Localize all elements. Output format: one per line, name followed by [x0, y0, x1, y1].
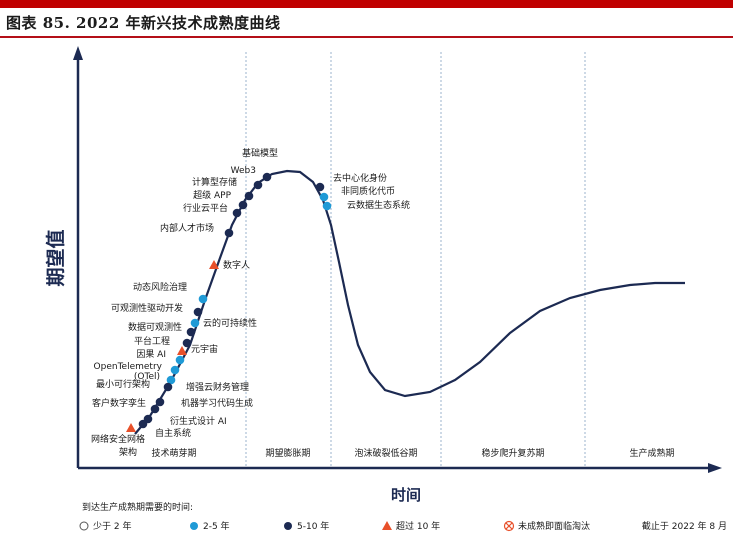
- title-rule: [0, 36, 733, 38]
- tech-label-mesh-line1: 网络安全网格: [91, 433, 145, 445]
- tech-label-computational-storage: 计算型存储: [192, 176, 237, 188]
- tech-marker-23: [319, 192, 329, 202]
- tech-marker-15: [166, 375, 176, 385]
- tech-label-metaverse: 元宇宙: [191, 343, 218, 355]
- tech-label-cloud-sustainability: 云的可持续性: [203, 317, 257, 329]
- phase-label-trigger: 技术萌芽期: [151, 447, 196, 459]
- tech-marker-8: [193, 307, 203, 317]
- tech-label-odd: 可观测性驱动开发: [111, 302, 183, 314]
- phase-label-plateau: 生产成熟期: [629, 447, 674, 459]
- tech-marker-7: [198, 294, 208, 304]
- tech-label-talent-marketplace: 内部人才市场: [160, 222, 214, 234]
- tech-label-web3: Web3: [231, 166, 256, 176]
- tech-label-causal-ai: 因果 AI: [136, 349, 166, 360]
- technology-labels: 基础模型 Web3 计算型存储 超级 APP 行业云平台 内部人才市场 数字人 …: [91, 147, 410, 458]
- legend-label-5to10: 5-10 年: [297, 520, 329, 532]
- tech-label-autonomic: 自主系统: [155, 427, 191, 439]
- tech-label-augmented-finops: 增强云财务管理: [186, 381, 249, 393]
- tech-label-dynamic-risk: 动态风险治理: [133, 281, 187, 293]
- tech-marker-20: [138, 419, 148, 429]
- tech-label-generative-design: 衍生式设计 AI: [170, 415, 227, 427]
- tech-label-cloud-data-eco: 云数据生态系统: [347, 199, 410, 211]
- tech-label-otel-line2: (OTel): [134, 372, 160, 382]
- tech-marker-0: [262, 172, 272, 182]
- tech-label-mva: 最小可行架构: [96, 378, 150, 390]
- tech-marker-3: [238, 200, 248, 210]
- tech-label-customer-twin: 客户数字孪生: [92, 397, 146, 409]
- legend-marker-gt10: [382, 521, 392, 530]
- tech-marker-17: [155, 397, 165, 407]
- tech-label-decentralized-id: 去中心化身份: [333, 172, 387, 184]
- tech-marker-9: [190, 318, 200, 328]
- legend-label-obsolete: 未成熟即面临淘汰: [518, 520, 590, 532]
- tech-marker-2: [244, 191, 254, 201]
- tech-marker-14: [170, 365, 180, 375]
- tech-marker-13: [175, 355, 185, 365]
- legend-marker-obsolete: [503, 520, 515, 532]
- tech-label-ml-codegen: 机器学习代码生成: [181, 397, 253, 409]
- tech-marker-4: [232, 208, 242, 218]
- tech-label-superapps: 超级 APP: [193, 189, 231, 201]
- y-axis-title: 期望值: [44, 229, 67, 286]
- figure-title: 图表 85. 2022 年新兴技术成熟度曲线: [6, 14, 281, 32]
- technology-markers: [126, 172, 332, 432]
- phase-label-peak: 期望膨胀期: [265, 447, 310, 459]
- tech-label-data-observability: 数据可观测性: [128, 321, 182, 333]
- tech-label-platform-engineering: 平台工程: [134, 335, 170, 347]
- tech-marker-16: [163, 382, 173, 392]
- tech-label-otel-line1: OpenTelemetry: [94, 362, 163, 372]
- hype-curve: [134, 169, 685, 435]
- tech-label-industry-cloud: 行业云平台: [183, 202, 228, 214]
- tech-label-foundation-models: 基础模型: [242, 147, 278, 159]
- tech-marker-18: [150, 404, 160, 414]
- tech-marker-21: [126, 423, 136, 432]
- tech-marker-12: [177, 346, 187, 355]
- tech-marker-1: [253, 180, 263, 190]
- legend-marker-2to5: [190, 522, 198, 530]
- legend: 到达生产成熟期需要的时间: 少于 2 年 2-5 年 5-10 年 超过 10 …: [79, 501, 727, 532]
- tech-label-digital-humans: 数字人: [223, 259, 250, 271]
- tech-label-mesh-line2: 架构: [119, 446, 137, 458]
- legend-label-lt2: 少于 2 年: [93, 520, 131, 532]
- legend-label-gt10: 超过 10 年: [396, 520, 440, 532]
- tech-label-nft: 非同质化代币: [341, 185, 395, 197]
- tech-marker-10: [186, 327, 196, 337]
- as-of-date: 截止于 2022 年 8 月: [642, 520, 727, 532]
- tech-marker-11: [182, 338, 192, 348]
- x-axis-title: 时间: [391, 486, 421, 504]
- legend-title: 到达生产成熟期需要的时间:: [82, 501, 193, 513]
- tech-marker-24: [322, 201, 332, 211]
- tech-marker-22: [315, 182, 325, 192]
- top-rule: [0, 0, 733, 8]
- tech-marker-6: [209, 260, 219, 269]
- legend-marker-lt2: [79, 521, 89, 531]
- phase-label-slope: 稳步爬升复苏期: [481, 447, 544, 459]
- phase-dividers: [245, 52, 586, 466]
- legend-label-2to5: 2-5 年: [203, 520, 230, 532]
- x-axis-arrow: [708, 463, 722, 473]
- y-axis-arrow: [73, 46, 83, 60]
- legend-marker-5to10: [284, 522, 292, 530]
- phase-label-trough: 泡沫破裂低谷期: [354, 447, 417, 459]
- tech-marker-5: [224, 228, 234, 238]
